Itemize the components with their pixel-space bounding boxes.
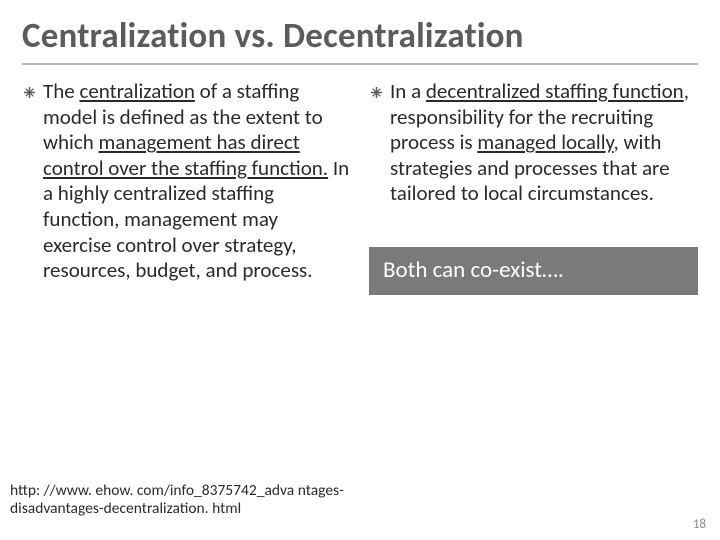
- txt: The: [43, 78, 79, 104]
- title-container: Centralization vs. Decentralization: [22, 15, 698, 65]
- bullet-item: In a decentralized staffing function, re…: [371, 79, 698, 207]
- txt-underline: decentralized staffing function: [426, 78, 684, 104]
- bullet-text: In a decentralized staffing function, re…: [390, 79, 698, 207]
- page-number: 18: [693, 517, 706, 532]
- right-column: In a decentralized staffing function, re…: [369, 79, 698, 295]
- txt: In a: [390, 78, 426, 104]
- slide: Centralization vs. Decentralization The …: [0, 0, 720, 540]
- txt-underline: centralization: [79, 78, 194, 104]
- source-link: http: //www. ehow. com/info_8375742_adva…: [10, 482, 350, 518]
- callout-box: Both can co-exist….: [369, 247, 698, 295]
- bullet-icon: [371, 79, 390, 207]
- content-columns: The centralization of a staffing model i…: [22, 79, 698, 295]
- bullet-icon: [24, 79, 43, 284]
- left-column: The centralization of a staffing model i…: [22, 79, 351, 295]
- bullet-text: The centralization of a staffing model i…: [43, 79, 351, 284]
- slide-title: Centralization vs. Decentralization: [22, 15, 698, 57]
- txt-underline: managed locally: [477, 129, 613, 155]
- bullet-item: The centralization of a staffing model i…: [24, 79, 351, 284]
